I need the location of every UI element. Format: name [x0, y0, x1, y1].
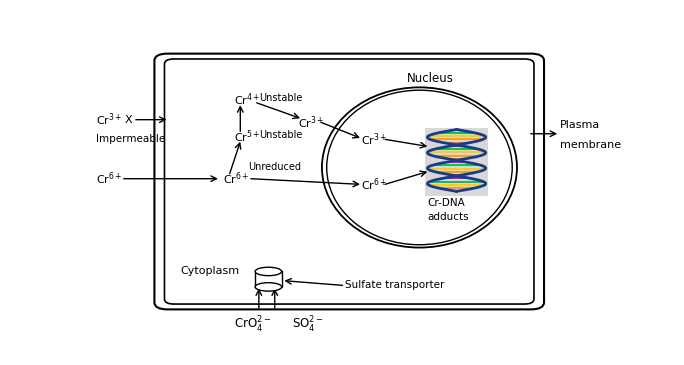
Ellipse shape — [255, 267, 282, 276]
FancyBboxPatch shape — [164, 59, 534, 304]
Ellipse shape — [255, 283, 282, 291]
Text: Cytoplasm: Cytoplasm — [181, 266, 239, 276]
Text: Sulfate transporter: Sulfate transporter — [345, 280, 445, 291]
Polygon shape — [255, 272, 282, 287]
Text: Cr$^{6+}$: Cr$^{6+}$ — [361, 176, 388, 193]
Text: Cr$^{5+}$: Cr$^{5+}$ — [234, 128, 261, 145]
Text: Cr$^{4+}$: Cr$^{4+}$ — [234, 92, 261, 108]
Text: Cr$^{6+}$: Cr$^{6+}$ — [223, 170, 250, 187]
Text: Cr$^{3+}$: Cr$^{3+}$ — [298, 114, 324, 131]
FancyBboxPatch shape — [155, 54, 544, 310]
FancyBboxPatch shape — [425, 128, 488, 196]
Ellipse shape — [322, 87, 517, 247]
Text: Plasma: Plasma — [560, 120, 600, 130]
Text: Cr-DNA: Cr-DNA — [428, 197, 465, 208]
Text: Unstable: Unstable — [259, 130, 303, 139]
Text: Cr$^{6+}$: Cr$^{6+}$ — [96, 170, 122, 187]
Text: Impermeable: Impermeable — [96, 134, 166, 144]
Text: adducts: adducts — [428, 212, 469, 222]
Text: Cr$^{3+}$: Cr$^{3+}$ — [361, 131, 388, 148]
Text: CrO$_4^{2-}$: CrO$_4^{2-}$ — [234, 315, 271, 335]
Text: Unreduced: Unreduced — [248, 162, 301, 172]
Text: membrane: membrane — [560, 140, 621, 150]
Text: Nucleus: Nucleus — [406, 72, 453, 85]
Text: Unstable: Unstable — [259, 93, 303, 103]
Ellipse shape — [327, 90, 512, 245]
Text: X: X — [124, 115, 132, 125]
Text: Cr$^{3+}$: Cr$^{3+}$ — [96, 111, 122, 128]
Text: SO$_4^{2-}$: SO$_4^{2-}$ — [292, 315, 324, 335]
